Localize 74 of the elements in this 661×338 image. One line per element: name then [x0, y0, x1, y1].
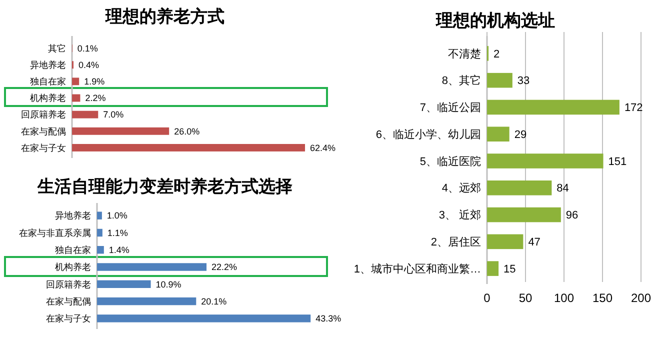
- y-tick-label: 在家与配偶: [46, 296, 91, 306]
- y-tick-label: 8、其它: [442, 74, 481, 88]
- y-tick-label: 独自在家: [30, 76, 66, 87]
- x-tick-label: 50: [518, 291, 532, 305]
- bar: [97, 212, 102, 220]
- bar: [72, 144, 306, 152]
- y-tick-label: 7、临近公园: [420, 101, 481, 114]
- data-label: 20.1%: [201, 296, 227, 306]
- data-label: 62.4%: [310, 142, 336, 153]
- data-label: 15: [504, 263, 516, 276]
- y-tick-label: 3、 近郊: [438, 208, 481, 222]
- y-tick-label: 机构养老: [55, 262, 91, 272]
- bar: [487, 126, 510, 142]
- bar: [487, 72, 512, 88]
- chart-title: 生活自理能力变差时养老方式选择: [36, 177, 292, 196]
- y-tick-label: 在家与子女: [21, 142, 66, 153]
- data-label: 84: [556, 182, 569, 195]
- x-tick-label: 0: [484, 291, 491, 305]
- data-label: 172: [624, 102, 643, 114]
- y-tick-label: 2、居住区: [430, 236, 481, 249]
- y-tick-label: 回原籍养老: [21, 110, 66, 120]
- y-tick-label: 在家与配偶: [21, 126, 66, 136]
- y-tick-label: 机构养老: [30, 93, 66, 104]
- y-tick-label: 不清楚: [448, 47, 481, 60]
- bar: [487, 207, 561, 222]
- data-label: 1.9%: [84, 76, 105, 87]
- y-tick-label: 5、临近医院: [420, 154, 481, 168]
- bar: [97, 228, 102, 237]
- data-label: 29: [514, 128, 527, 141]
- bar: [487, 234, 524, 250]
- data-label: 151: [608, 156, 627, 168]
- bar: [97, 280, 151, 288]
- y-tick-label: 其它: [48, 43, 66, 54]
- bar: [487, 180, 552, 196]
- y-tick-label: 在家与非直系亲属: [19, 228, 91, 238]
- data-label: 43.3%: [316, 314, 342, 324]
- y-tick-label: 4、远郊: [442, 182, 481, 195]
- data-label: 2.2%: [85, 93, 106, 104]
- y-tick-label: 异地养老: [55, 210, 91, 221]
- bar: [72, 94, 80, 102]
- bar: [487, 100, 620, 115]
- data-label: 33: [517, 75, 530, 88]
- data-label: 10.9%: [156, 279, 182, 290]
- bar: [72, 127, 170, 135]
- data-label: 0.1%: [77, 43, 98, 54]
- chart-title: 理想的养老方式: [104, 7, 224, 26]
- data-label: 2: [494, 48, 500, 60]
- y-tick-label: 异地养老: [30, 60, 66, 70]
- bar: [97, 246, 104, 254]
- y-tick-label: 6、临近小学、幼儿园: [376, 128, 481, 141]
- bar: [72, 78, 80, 86]
- bar: [97, 297, 196, 306]
- bar: [72, 110, 98, 118]
- y-tick-label: 在家与子女: [46, 314, 91, 324]
- data-label: 96: [566, 210, 578, 222]
- data-label: 22.2%: [212, 262, 238, 272]
- bar: [97, 314, 311, 322]
- bar: [97, 263, 207, 271]
- data-label: 26.0%: [174, 126, 200, 136]
- data-label: 47: [528, 236, 540, 249]
- bar: [487, 261, 499, 276]
- x-tick-label: 200: [630, 291, 652, 305]
- x-tick-label: 150: [592, 291, 613, 305]
- data-label: 7.0%: [103, 110, 124, 120]
- y-tick-label: 独自在家: [55, 245, 91, 256]
- chart-title: 理想的机构选址: [435, 11, 555, 30]
- data-label: 0.4%: [78, 60, 100, 70]
- data-label: 1.1%: [107, 228, 128, 238]
- x-tick-label: 100: [554, 291, 574, 305]
- bar: [487, 154, 604, 168]
- data-label: 1.4%: [108, 245, 130, 256]
- y-tick-label: 1、城市中心区和商业繁…: [354, 262, 481, 276]
- data-label: 1.0%: [106, 210, 128, 221]
- y-tick-label: 回原籍养老: [46, 279, 91, 290]
